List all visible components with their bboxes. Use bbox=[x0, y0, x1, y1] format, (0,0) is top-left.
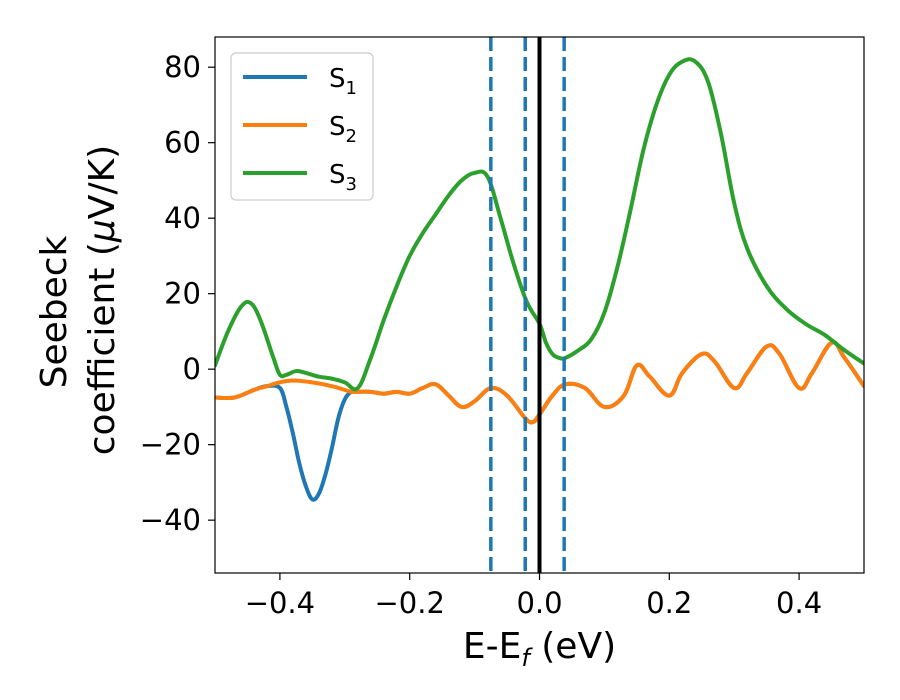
y-tick-label: 60 bbox=[164, 126, 201, 160]
x-tick-label: 0.4 bbox=[776, 586, 822, 620]
y-tick-label: −20 bbox=[140, 428, 201, 462]
y-tick-label: 20 bbox=[164, 277, 201, 311]
y-tick-label: −40 bbox=[140, 503, 201, 537]
y-tick-label: 40 bbox=[164, 201, 201, 235]
x-tick-label: 0.0 bbox=[516, 586, 562, 620]
series-line-s3 bbox=[215, 57, 864, 392]
y-axis-label: Seebeck coefficient (μV/K) bbox=[34, 145, 123, 455]
x-tick-label: −0.4 bbox=[245, 586, 315, 620]
y-axis-label-line2: coefficient (μV/K) bbox=[82, 145, 123, 455]
y-tick-label: 80 bbox=[164, 50, 201, 84]
legend-label-s1: S1 bbox=[329, 64, 357, 99]
x-axis-label: E-Ef (eV) bbox=[463, 626, 616, 672]
legend-label-s3: S3 bbox=[329, 160, 357, 195]
legend-label-s2: S2 bbox=[329, 112, 357, 147]
y-tick-label: 0 bbox=[183, 352, 201, 386]
x-tick-label: −0.2 bbox=[374, 586, 444, 620]
x-tick-label: 0.2 bbox=[646, 586, 692, 620]
y-axis-label-line1: Seebeck bbox=[34, 235, 75, 388]
